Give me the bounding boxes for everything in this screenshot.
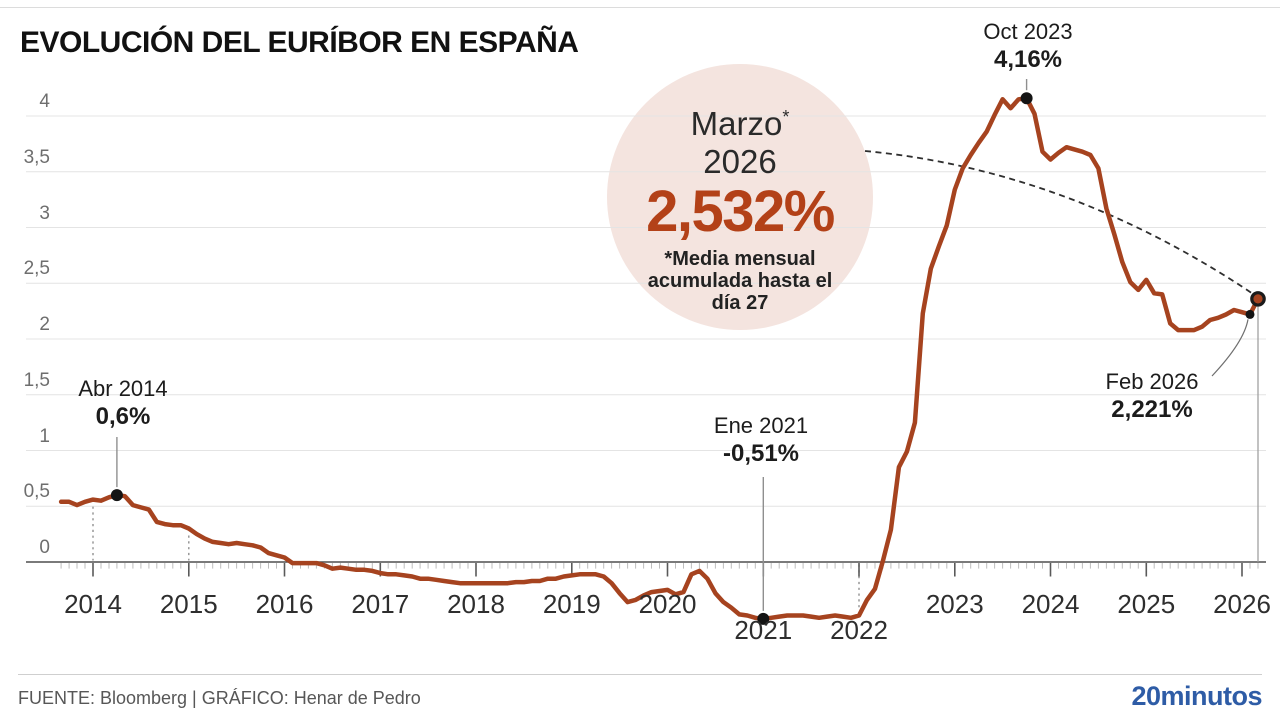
annotation-feb-2026-label: Feb 2026 <box>1105 369 1199 394</box>
x-axis-label: 2022 <box>830 615 888 645</box>
y-axis-label: 2 <box>39 314 50 335</box>
x-axis-label: 2021 <box>734 615 793 645</box>
x-axis-label: 2014 <box>64 589 122 619</box>
highlight-year: 2026 <box>703 143 777 180</box>
x-axis-label: 2015 <box>159 589 218 619</box>
annotation-ene-2021-value: -0,51% <box>722 440 800 467</box>
y-axis-label: 1 <box>39 425 50 447</box>
y-axis-label: 1,5 <box>23 369 50 391</box>
key-point-dot <box>1020 92 1033 105</box>
y-axis-label: 0,5 <box>23 481 50 503</box>
annotation-ene-2021-label: Ene 2021 <box>713 413 809 438</box>
x-axis-label: 2026 <box>1213 589 1271 619</box>
highlight-month-text: Marzo <box>690 105 783 142</box>
key-point-dot <box>110 489 123 502</box>
footer-rule <box>18 674 1262 675</box>
annotation-oct-2023-label: Oct 2023 <box>983 19 1073 44</box>
y-axis-label: 0 <box>39 537 50 558</box>
source-credit: FUENTE: Bloomberg | GRÁFICO: Henar de Pe… <box>18 688 421 708</box>
top-rule <box>0 7 1280 8</box>
annotation-abr-2014-value: 0,6% <box>95 403 151 430</box>
annotation-abr-2014-label: Abr 2014 <box>78 376 168 401</box>
annotation-connector-curved <box>1211 319 1249 377</box>
logo-20minutos: 20minutos <box>1131 681 1262 711</box>
annotation-feb-2026-value: 2,221% <box>1111 396 1193 423</box>
annotation-feb-2026: Feb 2026 2,221% <box>1106 369 1199 424</box>
annotation-abr-2014: Abr 2014 0,6% <box>78 376 167 431</box>
y-axis-label: 2,5 <box>23 258 50 280</box>
x-axis-label: 2017 <box>351 589 410 619</box>
y-axis-label: 4 <box>39 91 50 112</box>
x-axis-label: 2018 <box>447 589 505 619</box>
x-axis-label: 2019 <box>542 589 601 619</box>
x-axis-label: 2024 <box>1021 589 1080 619</box>
highlight-bubble: Marzo* 2026 2,532% *Media mensual acumul… <box>642 98 838 314</box>
key-point-dot <box>1245 309 1255 319</box>
page-title: EVOLUCIÓN DEL EURÍBOR EN ESPAÑA <box>20 26 579 59</box>
dashed-projection-line <box>864 150 1254 295</box>
highlight-value: 2,532% <box>646 179 835 244</box>
key-point-dot <box>757 612 770 625</box>
highlight-month: Marzo* <box>642 98 838 143</box>
x-axis-label: 2025 <box>1117 589 1176 619</box>
x-axis-label: 2023 <box>925 589 984 619</box>
y-axis-label: 3,5 <box>23 146 50 168</box>
x-axis-label: 2016 <box>255 589 314 619</box>
y-axis-label: 3 <box>39 202 50 224</box>
annotation-oct-2023-value: 4,16% <box>993 46 1063 73</box>
highlight-footnote: *Media mensual acumulada hasta el día 27 <box>647 248 833 314</box>
annotation-oct-2023: Oct 2023 4,16% <box>983 19 1072 74</box>
x-axis-label: 2020 <box>638 589 697 619</box>
annotation-ene-2021: Ene 2021 -0,51% <box>714 413 808 468</box>
highlight-month-asterisk: * <box>782 107 790 127</box>
end-point-dot <box>1250 291 1266 307</box>
